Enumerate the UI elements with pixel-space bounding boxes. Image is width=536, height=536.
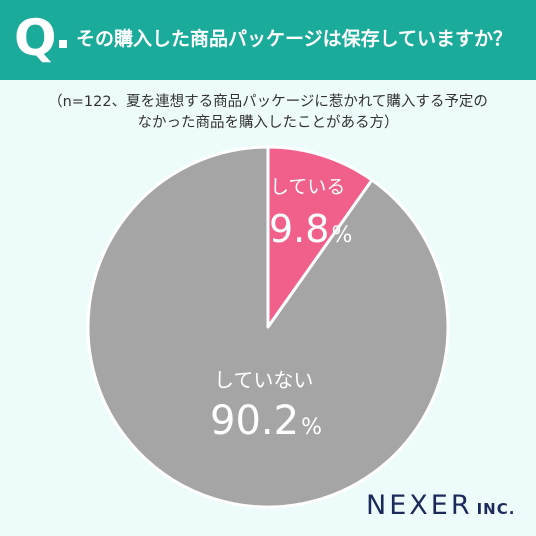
slice-value-no-unit: % xyxy=(301,415,322,440)
q-mark: Q xyxy=(14,9,57,67)
sample-note: （n=122、夏を連想する商品パッケージに惹かれて購入する予定の なかった商品を… xyxy=(0,92,536,134)
pie-slice-no xyxy=(86,145,450,509)
pie-labels: している 9.8% していない 90.2% xyxy=(210,176,352,444)
nexer-logo: NEXER INC. xyxy=(366,490,515,521)
note-line-1: （n=122、夏を連想する商品パッケージに惹かれて購入する予定の xyxy=(48,94,488,110)
q-dot xyxy=(59,40,67,48)
slice-value-yes-number: 9.8 xyxy=(269,207,329,251)
slice-value-yes-unit: % xyxy=(331,223,352,248)
slice-value-no: 90.2% xyxy=(210,398,322,444)
slice-label-no: していない xyxy=(214,368,313,392)
logo-main: NEXER xyxy=(366,490,473,521)
note-line-2: なかった商品を購入したことがある方） xyxy=(137,115,399,131)
pie-slice-yes xyxy=(266,145,374,329)
logo-sub: INC. xyxy=(476,500,516,518)
slice-value-yes: 9.8% xyxy=(269,207,352,251)
slice-label-yes: している xyxy=(270,176,345,198)
header-bar: Q その購入した商品パッケージは保存していますか？ xyxy=(0,0,536,80)
slice-value-no-number: 90.2 xyxy=(210,398,299,444)
pie-slices xyxy=(86,145,450,509)
question-title: その購入した商品パッケージは保存していますか？ xyxy=(76,28,513,50)
